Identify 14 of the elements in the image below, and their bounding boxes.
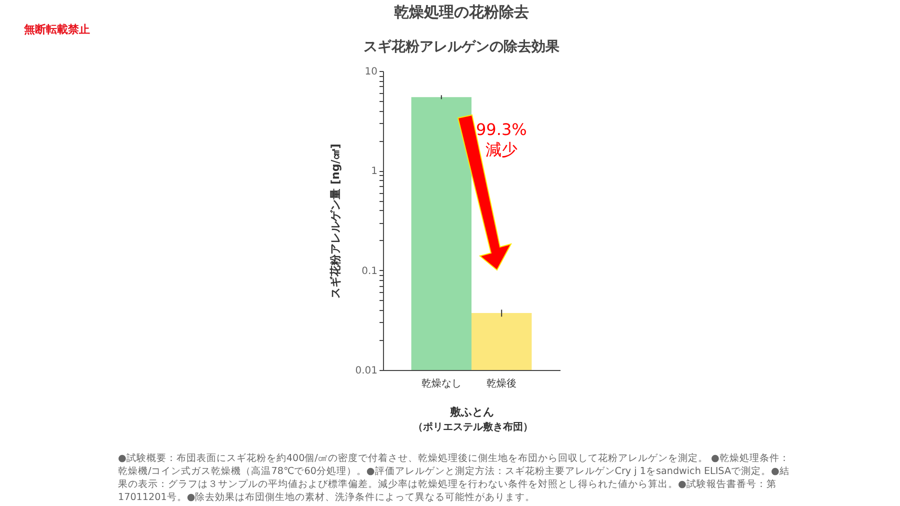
x-axis-title: 敷ふとん [449,406,494,418]
text: 無断転載禁止 [24,22,90,37]
chart-subtitle: スギ花粉アレルゲンの除去効果 [364,39,560,55]
text: （ポリエステル敷き布団） [412,420,534,434]
y-tick-label: 10 [364,66,378,78]
chart-title: 乾燥処理の花粉除去 [394,3,529,21]
y-tick-label: 1 [371,166,378,178]
x-tick-label: 乾燥後 [486,378,517,390]
y-tick-label: 0.1 [362,266,378,277]
y-axis-title: スギ花粉アレルゲン量 [ng/㎠] [329,144,342,298]
x-tick-label: 乾燥なし [421,378,462,390]
annotation: 99.3% 減少 [476,120,527,160]
text: ●試験概要：布団表面にスギ花粉を約400個/㎠の密度で付着させ、乾燥処理後に側生地を布団から回収して花粉アレルゲンを測定。 ●乾燥処理条件：乾燥機/コイン式ガス乾燥機（高温78℃で60分処理）。●評価アレルゲンと測定方法：スギ花粉主要アレルゲンCry j 1をsandwich ELISAで測定。●結果の表示：グラフは３サンプルの平均値および標準偏差。減少率は乾燥処理を行わない条件を対照とし得られた値から算出。●試験報告書番号：第17011201号。●除去効果は布団側生地の素材、洗浄条件によって異なる可能性があります。 [118,452,790,504]
y-tick-label: 0.01 [355,366,378,376]
